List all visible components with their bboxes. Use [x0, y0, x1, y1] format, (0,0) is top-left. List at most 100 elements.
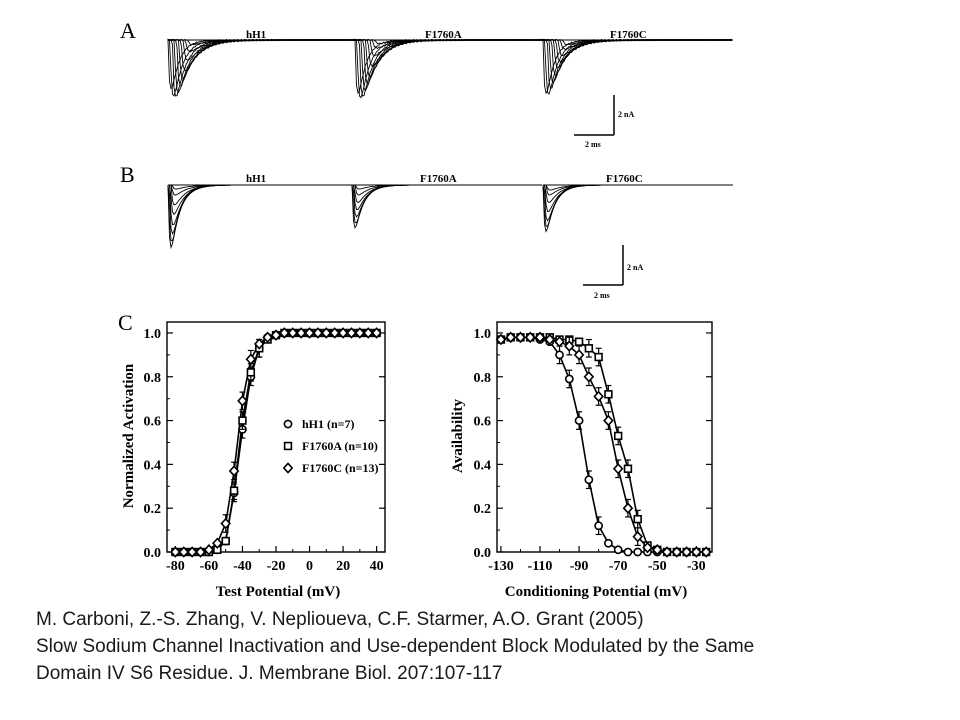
data-point-diamond [593, 390, 604, 403]
data-point-circle [613, 545, 623, 555]
y-tick-label: 0.2 [144, 502, 162, 517]
current-trace [351, 184, 541, 230]
data-point-diamond [603, 414, 614, 427]
y-tick-label: 0.2 [474, 502, 492, 517]
data-point-diamond [495, 333, 507, 346]
current-trace [542, 38, 733, 46]
panel-b-scale-bar: 2 nA 2 ms [583, 245, 643, 300]
panel-b-trace-label-3: F1760C [606, 173, 643, 185]
legend-marker-diamond [282, 462, 294, 474]
panel-b-scale-current: 2 nA [627, 263, 643, 272]
panel-a-letter: A [120, 18, 136, 43]
availability-y-axis-title: Availability [450, 399, 466, 473]
x-tick-label: -80 [166, 559, 185, 574]
current-trace [543, 184, 732, 204]
panel-c-letter: C [118, 310, 133, 335]
availability-chart: -130 -110 -90 -70 -50 -30 0.0 0.2 0.4 0.6 0.8 1.0 C… [450, 321, 713, 600]
data-point-diamond [632, 530, 644, 543]
panel-b-trace-label-2: F1760A [420, 173, 457, 185]
plot-frame [166, 321, 386, 553]
legend-label-circle: hH1 (n=7) [302, 417, 355, 431]
panel-a-trace-label-1: hH1 [246, 29, 266, 41]
current-trace [167, 38, 358, 46]
current-trace [168, 184, 357, 206]
panel-a-current-traces [167, 38, 733, 99]
x-tick-label: -90 [570, 559, 589, 574]
data-point-diamond [245, 353, 257, 366]
x-tick-label: -60 [200, 559, 219, 574]
data-point-circle [633, 547, 643, 557]
data-point-diamond [220, 517, 231, 530]
data-point-square [604, 390, 613, 399]
y-tick-label: 0.0 [144, 546, 162, 561]
data-point-diamond [270, 329, 282, 341]
data-point-diamond [237, 395, 248, 407]
legend-label-square: F1760A (n=10) [302, 439, 378, 453]
legend-label-diamond: F1760C (n=13) [302, 461, 379, 475]
current-trace [167, 184, 357, 236]
x-tick-label: -70 [609, 559, 628, 574]
y-tick-label: 0.6 [144, 415, 162, 430]
data-point-diamond [295, 327, 307, 339]
data-point-square [221, 536, 230, 546]
current-trace [352, 184, 541, 196]
x-tick-label: -130 [488, 559, 514, 574]
citation: M. Carboni, Z.-S. Zhang, V. Nepliouevа, … [36, 606, 936, 687]
data-point-square [594, 352, 603, 362]
data-point-diamond [554, 335, 565, 348]
data-point-diamond [371, 327, 382, 339]
data-point-diamond [354, 327, 366, 339]
panel-c: C -80 -60 -40 -20 0 20 40 0.0 0.2 0.4 0.6 0.8 1.0 hH… [118, 310, 713, 600]
legend-marker-circle [283, 419, 293, 429]
data-point-diamond [573, 349, 585, 361]
panel-b: B hH1 F1760A F1760C 2 nA 2 ms [120, 162, 733, 300]
data-point-diamond [564, 340, 575, 352]
current-trace [354, 38, 545, 95]
data-point-diamond [346, 327, 357, 339]
current-trace [168, 184, 357, 196]
x-tick-label: 40 [370, 559, 384, 574]
data-point-diamond [534, 331, 546, 344]
data-point-square [633, 514, 642, 524]
citation-title: Slow Sodium Channel Inactivation and Use… [36, 636, 755, 657]
x-tick-label: 20 [336, 559, 350, 574]
panel-a: A hH1 F1760A F1760C 2 nA 2 ms [120, 18, 733, 149]
data-point-square [574, 337, 584, 346]
data-point-diamond [544, 333, 556, 346]
data-point-square [246, 368, 256, 377]
panel-b-scale-time: 2 ms [594, 291, 610, 300]
x-tick-label: -20 [267, 559, 286, 574]
current-trace [351, 184, 541, 224]
current-trace [354, 38, 545, 99]
x-tick-label: 0 [306, 559, 313, 574]
data-point-diamond [312, 327, 324, 339]
current-trace [167, 38, 358, 87]
current-trace [543, 184, 732, 212]
activation-x-axis-title: Test Potential (mV) [216, 584, 340, 600]
activation-legend: hH1 (n=7) F1760A (n=10) F1760C (n=13) [282, 417, 379, 475]
panel-a-scale-time: 2 ms [585, 140, 601, 149]
panel-a-trace-label-2: F1760A [425, 29, 462, 41]
y-tick-label: 1.0 [474, 327, 492, 342]
data-point-diamond [186, 546, 198, 558]
x-tick-label: -30 [687, 559, 706, 574]
current-trace [167, 38, 358, 90]
data-point-circle [574, 416, 584, 425]
data-point-diamond [253, 338, 265, 350]
current-trace [543, 184, 732, 191]
data-point-diamond [681, 546, 692, 558]
data-point-diamond [661, 546, 673, 558]
data-point-diamond [170, 546, 181, 558]
panel-b-current-traces [167, 184, 733, 250]
fit-curve-circle [500, 336, 707, 553]
data-point-diamond [691, 546, 702, 558]
data-point-diamond [651, 544, 663, 556]
data-point-diamond [203, 544, 215, 556]
fit-curve-square [500, 336, 707, 553]
legend-marker-square [283, 441, 293, 451]
data-point-diamond [329, 327, 340, 339]
data-point-diamond [671, 546, 683, 558]
data-point-diamond [279, 327, 290, 339]
panel-b-letter: B [120, 162, 135, 187]
data-point-circle [584, 475, 594, 485]
